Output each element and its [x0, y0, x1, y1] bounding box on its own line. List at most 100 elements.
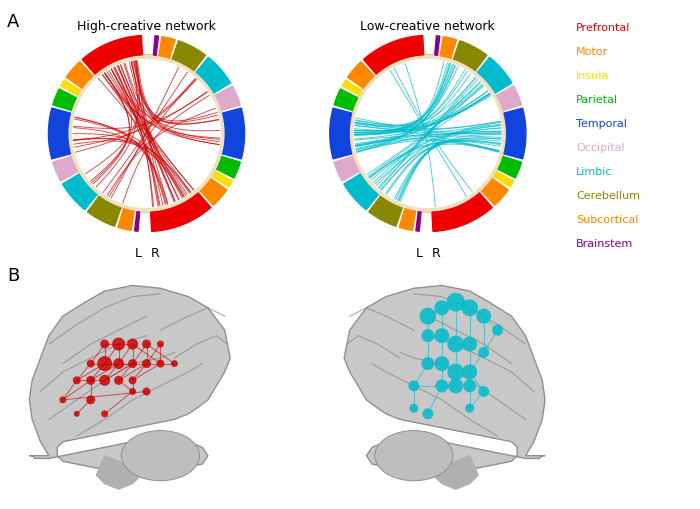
Point — [450, 368, 461, 376]
Text: Parietal: Parietal — [576, 95, 618, 105]
Text: Motor: Motor — [576, 47, 608, 56]
Polygon shape — [66, 62, 93, 88]
Text: Brainstem: Brainstem — [576, 239, 634, 249]
Polygon shape — [52, 157, 78, 181]
Polygon shape — [88, 196, 121, 226]
Ellipse shape — [121, 431, 200, 481]
Polygon shape — [134, 212, 140, 231]
Polygon shape — [344, 286, 545, 472]
Polygon shape — [342, 80, 362, 95]
Polygon shape — [440, 37, 456, 58]
Point — [155, 359, 166, 367]
Text: B: B — [7, 267, 20, 285]
Point — [436, 382, 447, 390]
Point — [422, 312, 433, 320]
Point — [127, 359, 138, 367]
Point — [127, 387, 138, 395]
Point — [436, 304, 447, 312]
Point — [436, 331, 447, 340]
Point — [71, 376, 83, 384]
Polygon shape — [216, 86, 240, 110]
Point — [85, 359, 97, 367]
Point — [57, 396, 69, 404]
Point — [99, 359, 111, 367]
Polygon shape — [477, 58, 512, 93]
Point — [408, 382, 419, 390]
Text: L: L — [134, 247, 141, 260]
Polygon shape — [399, 209, 416, 231]
Polygon shape — [330, 108, 351, 159]
Point — [422, 410, 433, 418]
Point — [408, 404, 419, 412]
Point — [99, 376, 111, 384]
Polygon shape — [61, 80, 80, 95]
Text: R: R — [151, 247, 160, 260]
Polygon shape — [153, 36, 158, 55]
Polygon shape — [349, 54, 507, 212]
Point — [85, 396, 97, 404]
Point — [141, 340, 152, 348]
Text: Subcortical: Subcortical — [576, 215, 638, 225]
Point — [422, 359, 433, 367]
Point — [478, 312, 489, 320]
Polygon shape — [347, 62, 374, 88]
Polygon shape — [223, 108, 244, 159]
Point — [464, 404, 475, 412]
Polygon shape — [62, 174, 97, 210]
Polygon shape — [52, 89, 76, 110]
Polygon shape — [29, 286, 230, 472]
Point — [450, 382, 461, 390]
Polygon shape — [150, 193, 211, 232]
Polygon shape — [68, 54, 225, 212]
Text: Low-creative network: Low-creative network — [360, 20, 495, 33]
Polygon shape — [344, 174, 378, 210]
Polygon shape — [433, 456, 478, 489]
Polygon shape — [504, 108, 526, 159]
Polygon shape — [200, 179, 227, 205]
Polygon shape — [432, 193, 492, 232]
Polygon shape — [363, 36, 424, 74]
Point — [422, 331, 433, 340]
Point — [113, 340, 124, 348]
Polygon shape — [498, 157, 522, 178]
Point — [464, 382, 475, 390]
Text: R: R — [432, 247, 441, 260]
Text: Cerebellum: Cerebellum — [576, 191, 640, 201]
Polygon shape — [416, 212, 421, 231]
Text: Occipital: Occipital — [576, 143, 624, 153]
Point — [169, 359, 180, 367]
Point — [492, 326, 503, 334]
Point — [464, 368, 475, 376]
Point — [464, 340, 475, 348]
Polygon shape — [497, 86, 522, 110]
Point — [155, 340, 166, 348]
Point — [85, 376, 97, 384]
Text: Limbic: Limbic — [576, 167, 612, 177]
Text: L: L — [416, 247, 423, 260]
Text: Temporal: Temporal — [576, 119, 627, 129]
Point — [436, 359, 447, 367]
Point — [450, 298, 461, 306]
Polygon shape — [196, 58, 230, 93]
Polygon shape — [213, 172, 232, 187]
Polygon shape — [97, 456, 141, 489]
Polygon shape — [48, 108, 71, 159]
Polygon shape — [482, 179, 508, 205]
Polygon shape — [82, 36, 142, 74]
Point — [478, 348, 489, 356]
Polygon shape — [435, 36, 440, 55]
Polygon shape — [454, 41, 487, 71]
Text: Insula: Insula — [576, 71, 609, 81]
Point — [127, 340, 138, 348]
Point — [127, 376, 138, 384]
Point — [141, 387, 152, 395]
Polygon shape — [172, 41, 206, 71]
Polygon shape — [217, 157, 240, 178]
Polygon shape — [369, 196, 402, 226]
Point — [99, 410, 111, 418]
Point — [71, 410, 83, 418]
Polygon shape — [159, 37, 175, 58]
Point — [99, 340, 111, 348]
Text: A: A — [7, 13, 20, 31]
Ellipse shape — [374, 431, 453, 481]
